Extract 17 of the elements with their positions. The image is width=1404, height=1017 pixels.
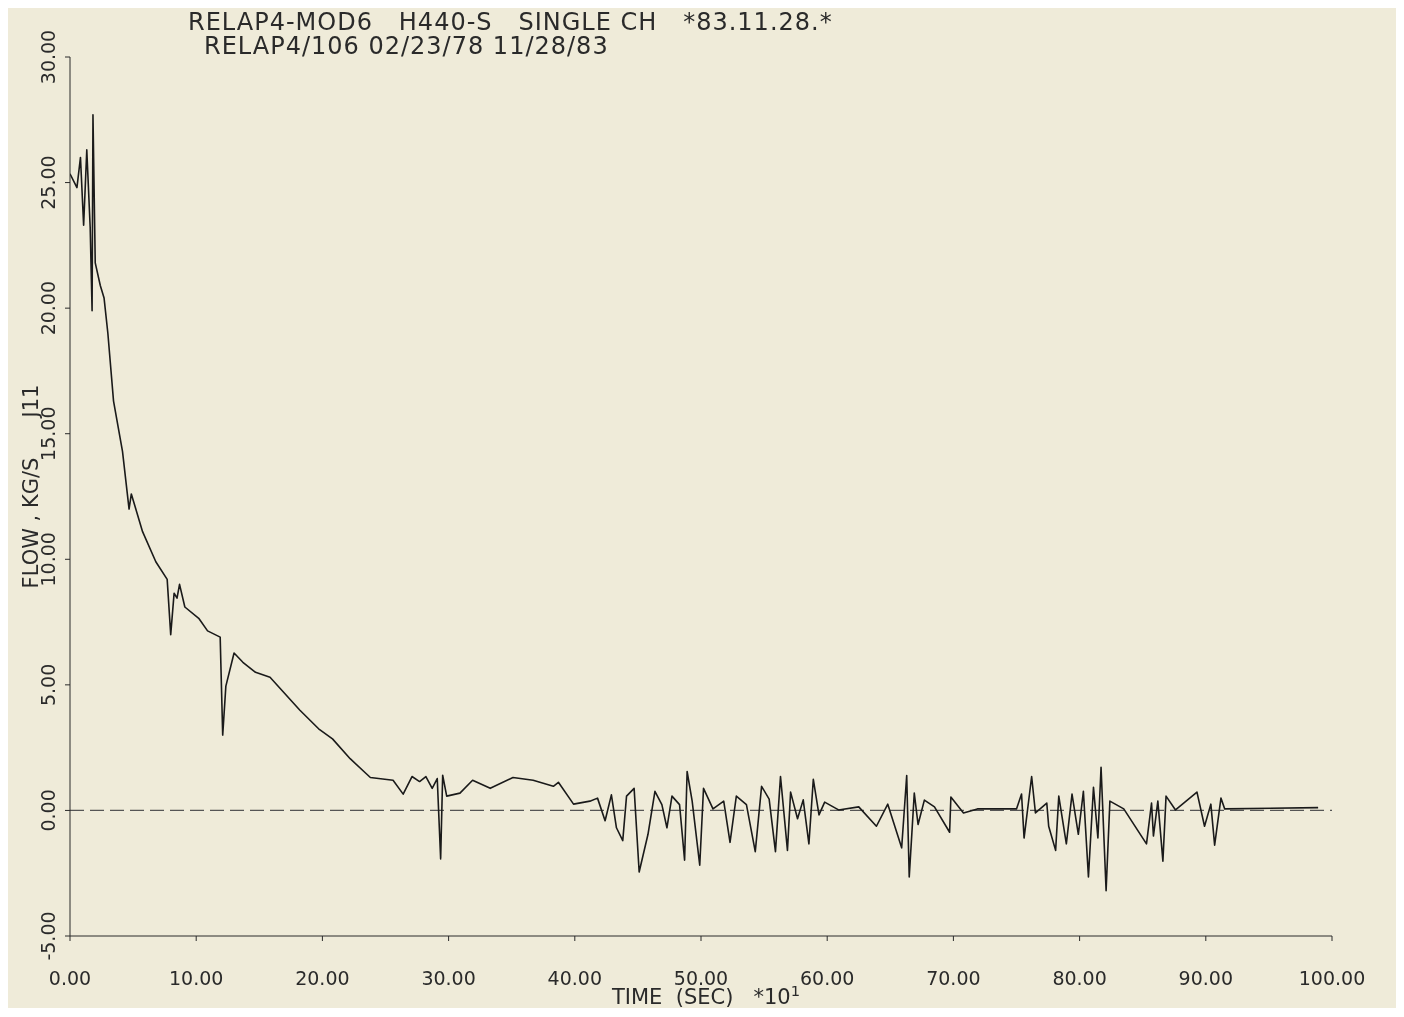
x-tick-label: 30.00 [421, 967, 476, 989]
x-tick-label: 80.00 [1052, 967, 1107, 989]
line-series [70, 113, 1319, 892]
y-tick-label: 0.00 [37, 789, 59, 832]
x-tick-label: 60.00 [800, 967, 855, 989]
y-tick-label: 30.00 [37, 29, 59, 85]
x-tick-label: 100.00 [1298, 967, 1366, 989]
y-tick-label: 5.00 [37, 663, 59, 707]
x-tick-label: 40.00 [547, 967, 602, 989]
y-tick-label: 20.00 [37, 280, 59, 336]
x-tick-label: 90.00 [1178, 967, 1233, 989]
x-tick-label: 70.00 [926, 967, 981, 989]
y-tick-label: 10.00 [37, 532, 59, 587]
x-tick-label: 20.00 [295, 967, 350, 989]
x-tick-label: 10.00 [169, 967, 224, 989]
y-tick-label: -5.00 [37, 911, 59, 961]
y-tick-label: 25.00 [37, 155, 59, 210]
